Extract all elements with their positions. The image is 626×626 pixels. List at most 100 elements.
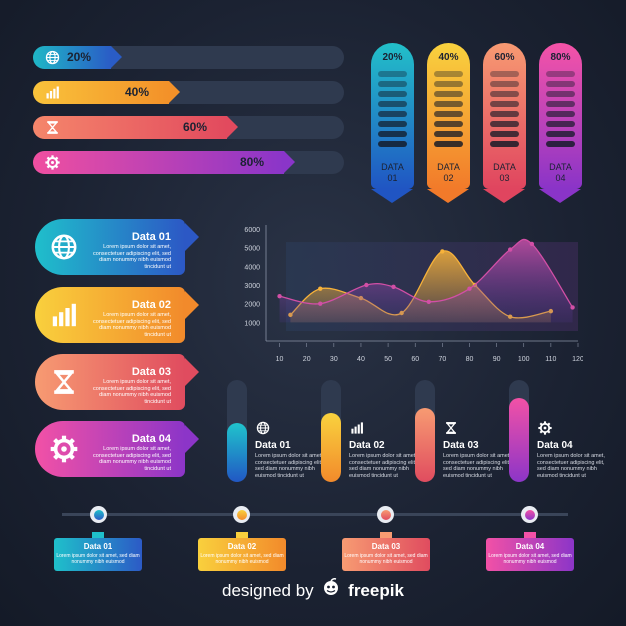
card-title: Data 01 <box>131 231 171 243</box>
pill-tip <box>483 189 525 203</box>
pill-tip <box>427 189 469 203</box>
bar-chart-icon <box>45 85 60 100</box>
pill-segment <box>490 111 519 117</box>
data-point <box>507 247 513 252</box>
timeline-title: Data 02 <box>227 542 257 551</box>
thermometer-text: Lorem ipsum dolor sit amet, consectetuer… <box>537 453 605 479</box>
pill-label: DATA 04 <box>549 162 572 183</box>
pill-segment <box>490 141 519 147</box>
pill-segment <box>490 71 519 77</box>
data-point <box>570 305 575 310</box>
thermometer-title: Data 01 <box>255 440 291 451</box>
freepik-logo-icon <box>322 578 340 596</box>
x-tick-label: 70 <box>438 356 446 363</box>
pill-label: DATA 03 <box>493 162 516 183</box>
hourglass-icon <box>45 120 60 135</box>
pill-segment <box>546 81 575 87</box>
gear-icon <box>45 155 60 170</box>
y-tick-label: 5000 <box>244 246 260 253</box>
thermometer-fill <box>415 408 435 482</box>
timeline-dot <box>377 506 394 523</box>
credit-brand: freepik <box>348 581 404 600</box>
timeline-dot <box>233 506 250 523</box>
x-tick-label: 80 <box>466 356 474 363</box>
card-flag <box>185 425 199 453</box>
thermometer-fill <box>321 413 341 482</box>
timeline-text: Lorem ipsum dolor sit amet, sed diam non… <box>488 553 572 565</box>
timeline-dot-center <box>524 509 535 520</box>
x-tick-label: 100 <box>518 356 530 363</box>
timeline-box: Data 03 Lorem ipsum dolor sit amet, sed d… <box>342 532 430 571</box>
card-text: Lorem ipsum dolor sit amet, consectetuer… <box>93 446 171 472</box>
x-tick-label: 90 <box>493 356 501 363</box>
credit-line: designed by freepik <box>222 578 404 601</box>
timeline-text: Lorem ipsum dolor sit amet, sed diam non… <box>344 553 428 565</box>
card-text: Lorem ipsum dolor sit amet, consectetuer… <box>93 244 171 270</box>
pill-segment <box>490 81 519 87</box>
pill-segment <box>378 71 407 77</box>
data-point <box>318 286 323 291</box>
card-flag <box>185 223 199 251</box>
thermometer <box>509 380 529 482</box>
pill-segment <box>490 121 519 127</box>
thermometer-text: Lorem ipsum dolor sit amet, consectetuer… <box>255 453 323 479</box>
x-tick-label: 120 <box>572 356 583 363</box>
pill-segment <box>378 101 407 107</box>
timeline-box-tab <box>92 532 104 538</box>
progress-fill <box>33 81 180 104</box>
progress-bar: 20% <box>33 46 344 69</box>
pill-segment <box>378 81 407 87</box>
card-title: Data 03 <box>131 366 171 378</box>
area-chart: 1000 2000 3000 4000 5000 6000 10 20 30 40 50 60 70 80… <box>244 225 583 363</box>
x-tick-label: 50 <box>384 356 392 363</box>
data-point <box>364 282 369 288</box>
gear-icon <box>50 435 78 463</box>
progress-value: 60% <box>183 120 208 134</box>
x-tick-label: 40 <box>357 356 365 363</box>
pill-percent: 60% <box>494 52 515 63</box>
pill-segment <box>378 91 407 97</box>
percentage-pill: 80% DATA 04 <box>539 43 582 203</box>
pill-percent: 40% <box>438 52 459 63</box>
thermometer-title: Data 04 <box>537 440 573 451</box>
progress-bar: 80% <box>33 151 344 174</box>
percentage-pill: 60% DATA 03 <box>483 43 526 203</box>
pill-label: DATA 02 <box>437 162 460 183</box>
timeline-box-tab <box>236 532 248 538</box>
pill-segment <box>378 121 407 127</box>
progress-value: 20% <box>67 50 92 64</box>
pill-segment <box>490 101 519 107</box>
timeline-box: Data 01 Lorem ipsum dolor sit amet, sed d… <box>54 532 142 571</box>
card-title: Data 04 <box>131 433 171 445</box>
pill-segment <box>434 81 463 87</box>
gear-icon <box>538 421 552 435</box>
data-card: Data 01 Lorem ipsum dolor sit amet, conse… <box>35 219 199 275</box>
pill-percent: 80% <box>550 52 571 63</box>
progress-bar: 60% <box>33 116 344 139</box>
progress-fill <box>33 151 295 174</box>
hourglass-icon <box>444 421 458 435</box>
pill-segment <box>546 121 575 127</box>
data-point <box>391 284 396 290</box>
thermometer-text: Lorem ipsum dolor sit amet, consectetuer… <box>349 453 417 479</box>
thermometer-title: Data 03 <box>443 440 479 451</box>
card-flag <box>185 291 199 319</box>
data-point <box>318 301 323 306</box>
thermometer-text: Lorem ipsum dolor sit amet, consectetuer… <box>443 453 511 479</box>
y-tick-label: 1000 <box>244 320 260 327</box>
data-card: Data 02 Lorem ipsum dolor sit amet, conse… <box>35 287 199 343</box>
thermometer <box>415 380 435 482</box>
credit-prefix: designed by <box>222 581 314 600</box>
thermometer <box>321 380 341 482</box>
pill-segment <box>546 141 575 147</box>
progress-bar: 40% <box>33 81 344 104</box>
pill-tip <box>371 189 413 203</box>
timeline-dot <box>521 506 538 523</box>
globe-icon <box>50 233 78 261</box>
y-tick-label: 2000 <box>244 302 260 309</box>
x-tick-label: 60 <box>411 356 419 363</box>
y-tick-label: 6000 <box>244 227 260 234</box>
timeline-title: Data 03 <box>371 542 401 551</box>
x-tick-label: 10 <box>276 356 284 363</box>
data-card: Data 03 Lorem ipsum dolor sit amet, conse… <box>35 354 199 410</box>
